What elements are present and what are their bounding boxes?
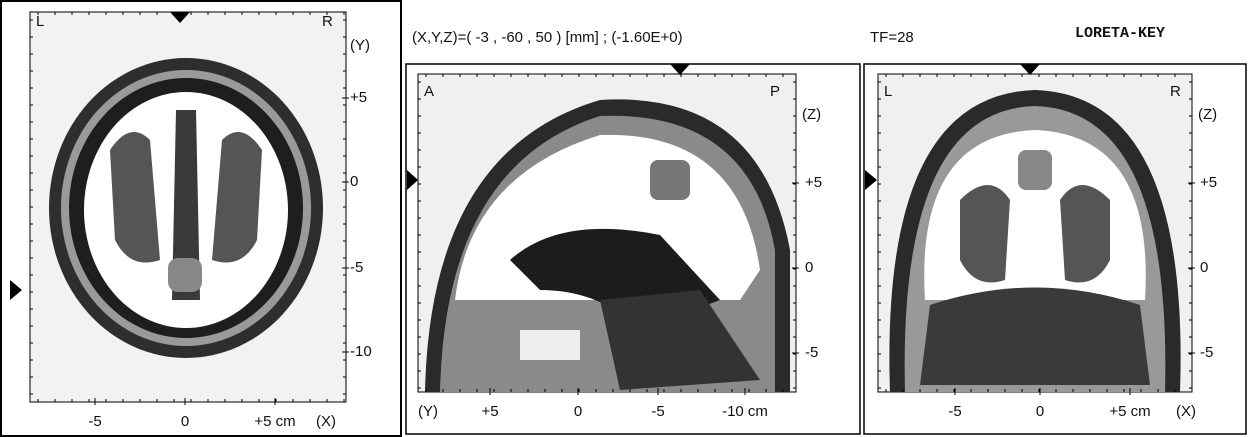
tick-label: -5 <box>948 403 961 420</box>
tick-label: +5 <box>805 174 822 191</box>
coronal-slice <box>878 74 1192 392</box>
orientation-label: L <box>884 83 892 100</box>
tick-label: +5 <box>481 403 498 420</box>
tick-label: +5 <box>350 89 367 106</box>
orientation-label: R <box>322 13 333 30</box>
axial-slice <box>30 12 346 402</box>
axis-label: (X) <box>1176 403 1196 420</box>
axis-label: (X) <box>316 413 336 430</box>
tick-label: -10 cm <box>722 403 768 420</box>
tick-label: +5 cm <box>254 413 295 430</box>
time-frame: TF=28 <box>870 29 914 46</box>
tick-label: +5 <box>1200 174 1217 191</box>
tick-label: 0 <box>181 413 189 430</box>
orientation-label: P <box>770 83 780 100</box>
orientation-label: A <box>424 83 434 100</box>
loreta-window: (X,Y,Z)=( -3 , -60 , 50 ) [mm] ; (-1.60E… <box>0 0 1248 437</box>
tick-label: 0 <box>805 259 813 276</box>
tick-label: 0 <box>350 173 358 190</box>
orientation-label: R <box>1170 83 1181 100</box>
tick-label: +5 cm <box>1109 403 1150 420</box>
tick-label: 0 <box>1036 403 1044 420</box>
tick-label: 0 <box>1200 259 1208 276</box>
tick-label: -5 <box>88 413 101 430</box>
tick-label: -5 <box>350 259 363 276</box>
tick-label: -5 <box>651 403 664 420</box>
tick-label: -5 <box>805 344 818 361</box>
app-title: LORETA-KEY <box>1075 25 1165 42</box>
tick-label: -10 <box>350 343 372 360</box>
tick-label: 0 <box>574 403 582 420</box>
axis-label: (Z) <box>802 106 821 123</box>
sagittal-slice <box>418 74 796 392</box>
orientation-label: L <box>36 13 44 30</box>
axis-label: (Y) <box>350 37 370 54</box>
axis-label: (Z) <box>1198 106 1217 123</box>
axis-label: (Y) <box>418 403 438 420</box>
tick-label: -5 <box>1200 344 1213 361</box>
coordinate-readout: (X,Y,Z)=( -3 , -60 , 50 ) [mm] ; (-1.60E… <box>412 29 683 46</box>
